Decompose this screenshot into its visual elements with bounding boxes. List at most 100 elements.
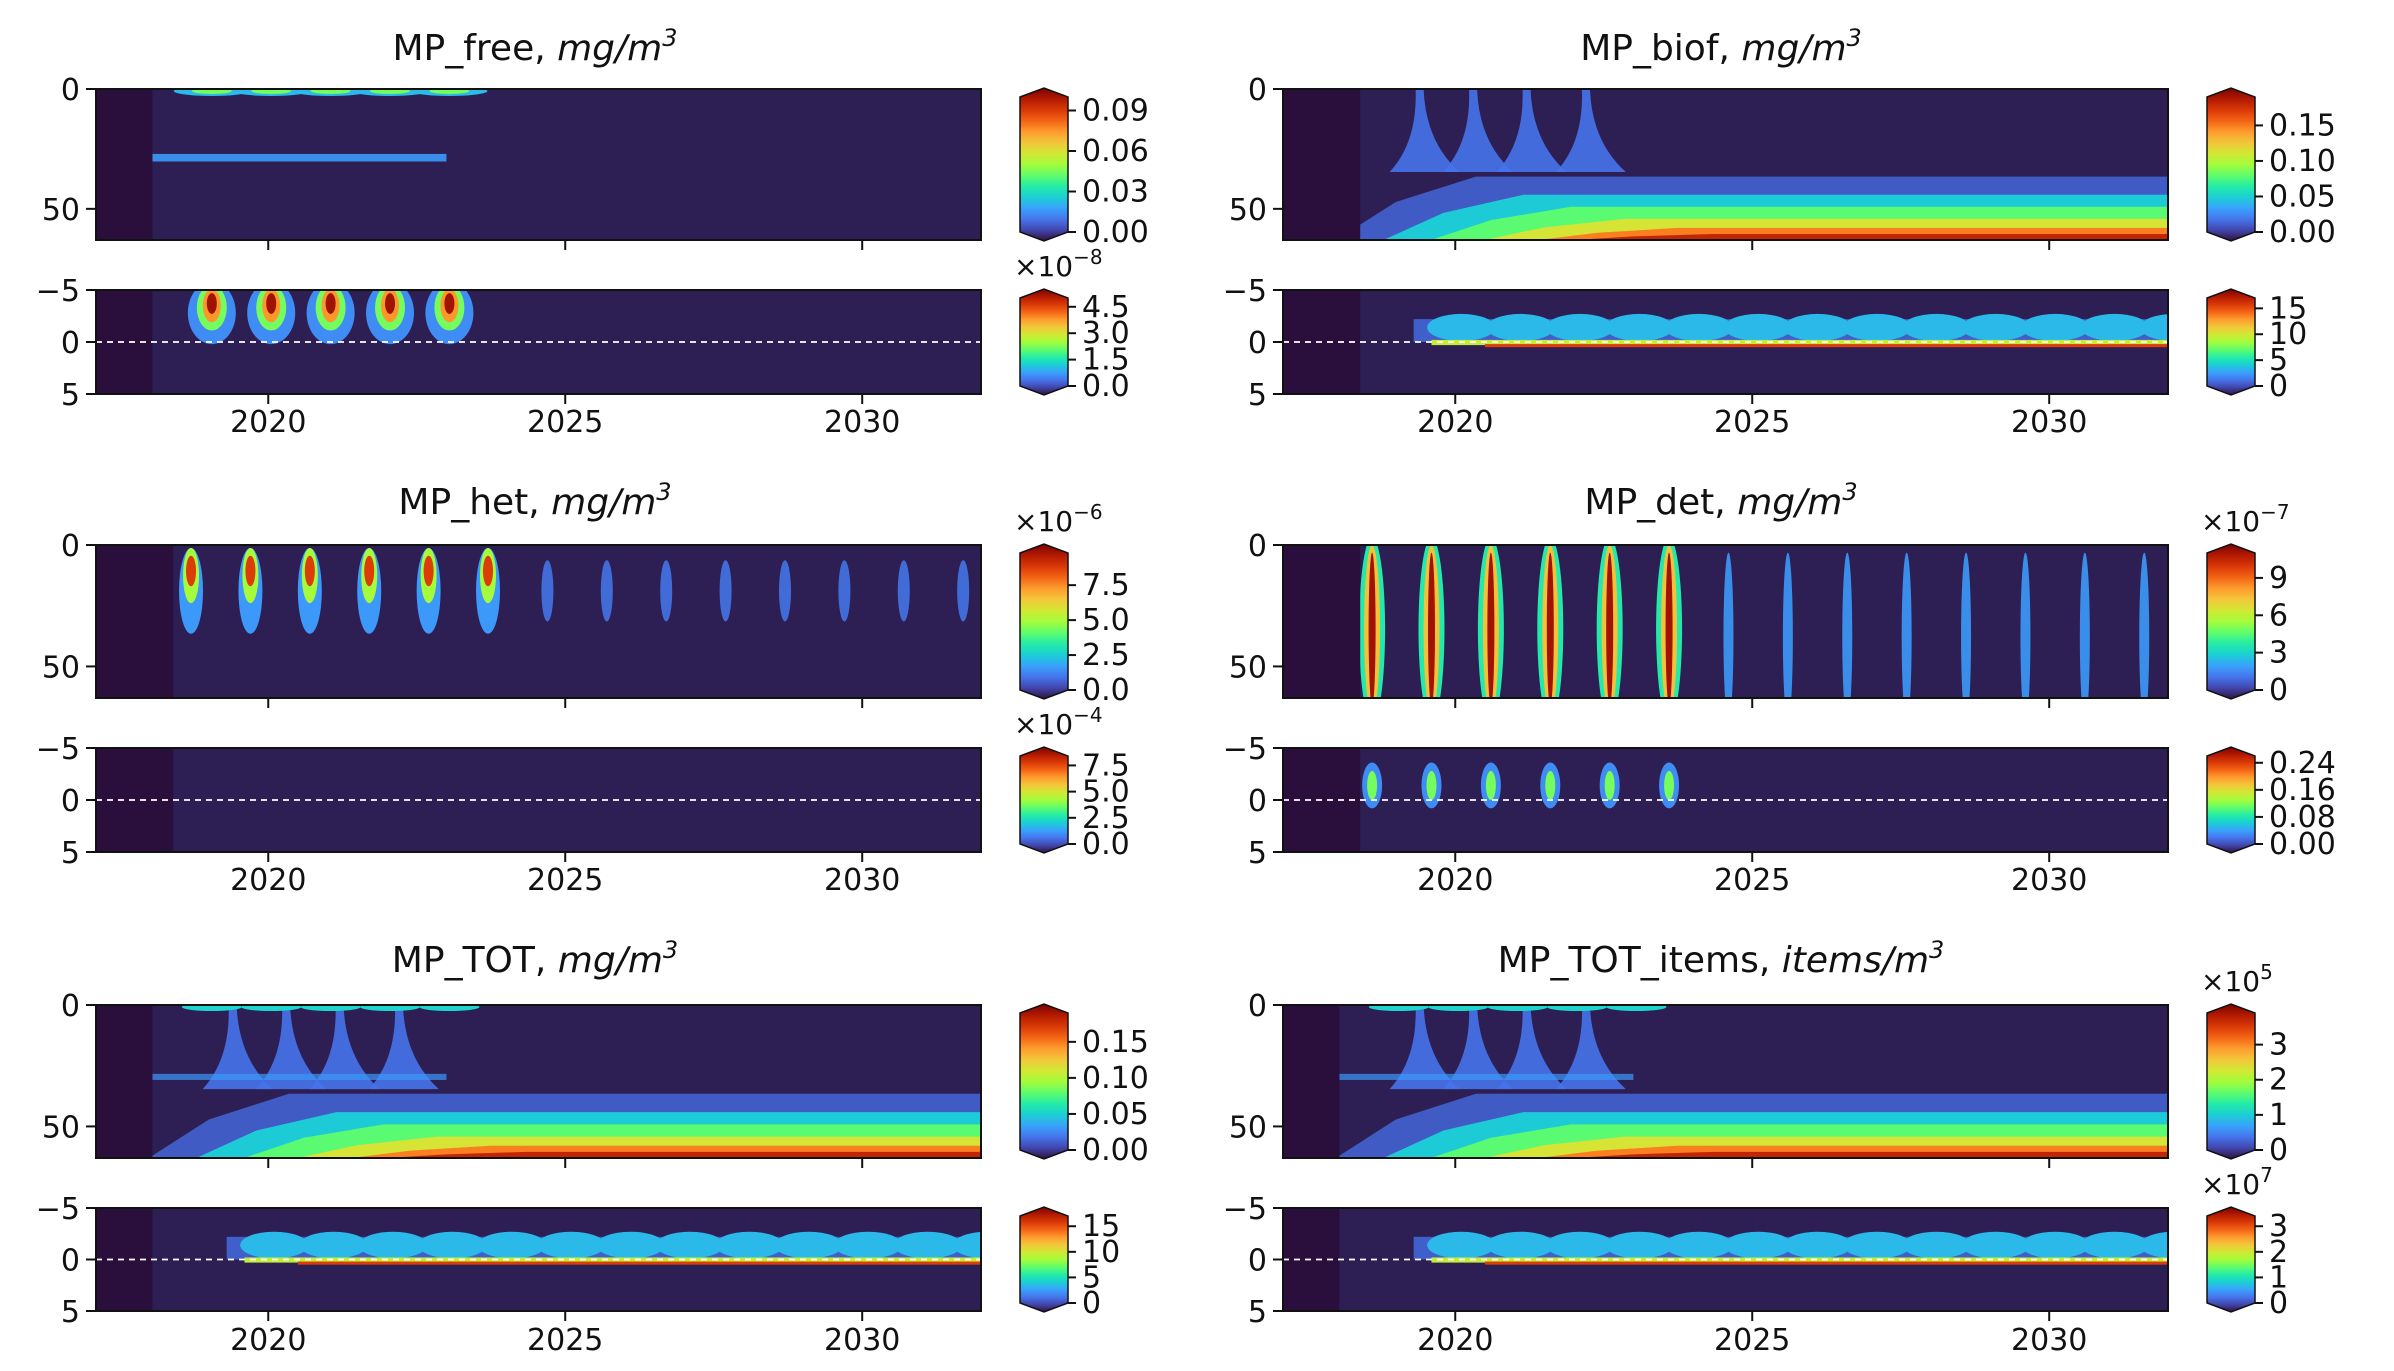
heat-blob	[1606, 1005, 1667, 1011]
y-tick-label: 5	[61, 378, 80, 413]
colorbar-tick-label: 0.03	[1082, 175, 1149, 210]
heat-blob	[1486, 313, 1555, 341]
colorbar-tick-label: 0.24	[2269, 746, 2336, 781]
x-tick-label: 2030	[824, 1323, 900, 1358]
chart-title: MP_TOT_items, items/m3	[1498, 936, 1945, 981]
heat-spike	[1555, 89, 1626, 173]
x-tick-label: 2030	[2011, 1323, 2087, 1358]
heat-blob	[1426, 770, 1437, 800]
colorbar-tick-label: 5	[2269, 343, 2288, 378]
heat-blob	[1428, 1005, 1489, 1011]
heat-blob	[1427, 1231, 1496, 1259]
heat-spike	[1496, 1005, 1567, 1090]
colorbar-bottom: 0.000.080.160.24	[2206, 746, 2336, 862]
title-sup: 3	[656, 478, 671, 506]
colorbar-tick-label: 0.00	[1082, 1133, 1149, 1168]
heat-blob	[2020, 552, 2031, 698]
heat-blob	[191, 89, 232, 94]
title-unit: mg/m	[1741, 28, 1846, 69]
heat-spike	[368, 1005, 439, 1090]
spinup-region	[96, 1005, 153, 1158]
heat-blob	[370, 89, 411, 94]
y-tick-label: 0	[61, 73, 80, 108]
axes-bottom: −5 0 5 2020 2025 2030	[36, 274, 982, 440]
heat-blob	[1961, 552, 1972, 698]
heat-line	[244, 1257, 981, 1263]
heat-blob	[834, 1231, 903, 1259]
heat-blob	[1664, 313, 1733, 341]
colorbar-tick-label: 10	[1082, 1235, 1120, 1270]
heat-blob	[1547, 1005, 1608, 1011]
axes-top: 0 50	[1229, 73, 2169, 250]
heat-blob	[325, 293, 336, 314]
colorbar-body	[2206, 1003, 2256, 1160]
colorbar-bottom: 0.02.55.07.5 ×10−4	[1014, 703, 1130, 862]
colorbar-tick-label: 3	[2269, 1209, 2288, 1244]
colorbar-tick-label: 7.5	[1082, 568, 1130, 603]
x-tick-label: 2025	[1714, 863, 1790, 898]
heatmap-area	[96, 1208, 981, 1311]
heatmap-area	[1283, 545, 2168, 698]
y-tick-label: −5	[36, 274, 80, 309]
colorbar-tick-label: 0	[1082, 1286, 1101, 1321]
colorbar-tick-label: 0.15	[1082, 1025, 1149, 1060]
y-tick-label: −5	[36, 732, 80, 767]
heat-spike	[1496, 89, 1567, 173]
heat-blob	[360, 1005, 421, 1011]
colorbar-multiplier: ×10−6	[1014, 500, 1103, 538]
axes-top: 0 50	[42, 73, 982, 250]
colorbar-multiplier: ×107	[2201, 1163, 2273, 1201]
y-tick-label: −5	[1223, 1192, 1267, 1227]
x-tick-label: 2030	[824, 863, 900, 898]
subplot-MP_free: MP_free, mg/m30500.000.030.060.09−505202…	[36, 24, 1149, 440]
heat-band	[152, 1073, 447, 1080]
colorbar-tick-label: 0.00	[2269, 215, 2336, 250]
colorbar-tick-label: 2.5	[1082, 801, 1130, 836]
colorbar-tick-label: 0.05	[1082, 1097, 1149, 1132]
colorbar-tick-label: 0.10	[2269, 144, 2336, 179]
heat-blob	[429, 89, 470, 94]
colorbar-tick-label: 0.05	[2269, 179, 2336, 214]
chart-title: MP_het, mg/m3	[398, 478, 671, 523]
heat-line	[1484, 344, 2168, 348]
heat-blob	[1604, 770, 1615, 800]
y-tick-label: 5	[1248, 836, 1267, 871]
heatmap-area	[1283, 290, 2168, 394]
heat-blob	[957, 560, 970, 622]
colorbar-multiplier: ×10−4	[1014, 703, 1103, 741]
heat-blob	[897, 560, 910, 622]
colorbar-top: 0.00 0.03 0.06 0.09	[1019, 87, 1149, 250]
heat-blob	[1487, 1005, 1548, 1011]
heat-blob	[774, 1231, 843, 1259]
axes-frame	[95, 1004, 982, 1159]
axes-frame	[95, 88, 982, 241]
heat-blob	[660, 560, 673, 622]
y-tick-label: 0	[61, 1244, 80, 1279]
heat-blob	[2079, 552, 2090, 698]
heat-blob	[419, 1005, 480, 1011]
heat-blob	[181, 1005, 242, 1011]
y-tick-label: 50	[42, 650, 80, 685]
title-sup: 3	[1842, 478, 1857, 506]
colorbar-tick-label: 2	[2269, 1063, 2288, 1098]
subplot-MP_TOT: MP_TOT, mg/m30500.000.050.100.15−5052020…	[36, 936, 1149, 1358]
x-tick-label: 2025	[527, 863, 603, 898]
y-tick-label: −5	[1223, 732, 1267, 767]
x-tick-label: 2020	[230, 1323, 306, 1358]
axes-bottom: −5 0 5 2020 2025 2030	[36, 732, 982, 898]
heat-blob	[1367, 770, 1378, 800]
title-unit: items/m	[1782, 940, 1929, 981]
colorbar-body	[2206, 1206, 2256, 1313]
y-tick-label: 5	[61, 1295, 80, 1330]
colorbar-tick-label: 0.06	[1082, 134, 1149, 169]
heat-blob	[358, 1231, 427, 1259]
colorbar-tick-label: 1	[2269, 1260, 2288, 1295]
title-main: MP_biof,	[1580, 28, 1741, 69]
x-tick-label: 2025	[527, 405, 603, 440]
colorbar-tick-label: 1.5	[1082, 343, 1130, 378]
colorbar-tick-label: 3	[2269, 636, 2288, 671]
heat-spike	[1443, 89, 1514, 173]
heat-blob	[2080, 313, 2149, 341]
heat-spike	[1389, 1005, 1460, 1090]
